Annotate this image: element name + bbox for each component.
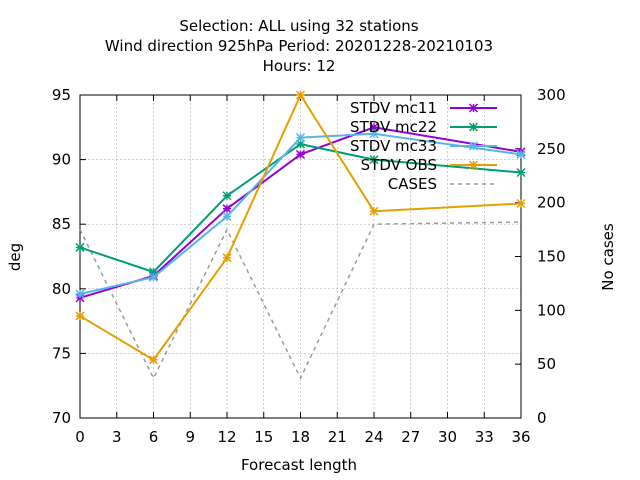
data-point xyxy=(222,253,232,263)
legend-label: STDV mc33 xyxy=(350,137,437,155)
y-tick-label: 70 xyxy=(52,409,71,427)
data-point xyxy=(222,191,232,201)
title-line-1: Selection: ALL using 32 stations xyxy=(179,17,418,35)
y2-tick-label: 50 xyxy=(537,355,556,373)
data-point xyxy=(222,211,232,221)
series-line xyxy=(79,94,522,361)
title-line-2: Wind direction 925hPa Period: 20201228-2… xyxy=(105,37,493,55)
x-tick-label: 15 xyxy=(254,428,273,446)
y-tick-label: 90 xyxy=(52,151,71,169)
data-point xyxy=(295,90,306,100)
legend-entry: CASES xyxy=(388,175,497,193)
data-point xyxy=(516,149,526,159)
data-point xyxy=(148,272,159,282)
x-tick-label: 9 xyxy=(185,428,195,446)
x-tick-label: 27 xyxy=(401,428,420,446)
data-point xyxy=(516,198,526,209)
legend-marker xyxy=(468,122,479,132)
legend-entry: STDV OBS xyxy=(361,156,497,174)
chart-title: Selection: ALL using 32 stations Wind di… xyxy=(105,17,493,75)
legend-label: STDV OBS xyxy=(361,156,437,174)
legend-label: STDV mc11 xyxy=(350,99,437,117)
data-point xyxy=(148,355,159,365)
legend-marker xyxy=(468,141,479,151)
x-axis-label: Forecast length xyxy=(241,456,357,474)
y-tick-label: 95 xyxy=(52,86,71,104)
y2-tick-label: 100 xyxy=(537,301,566,319)
data-point xyxy=(516,167,526,178)
data-point xyxy=(222,204,232,214)
title-line-3: Hours: 12 xyxy=(263,57,336,75)
data-point xyxy=(75,311,85,321)
legend-entry: STDV mc33 xyxy=(350,137,497,155)
y2-tick-label: 150 xyxy=(537,248,566,266)
x-tick-label: 6 xyxy=(149,428,159,446)
axis-ticks: 0 3 6 9 12 15 18 21 24 27 30 33 36707580859095050100… xyxy=(52,86,566,446)
series-stdv-obs xyxy=(75,90,526,365)
legend-marker xyxy=(468,160,479,170)
legend-label: STDV mc22 xyxy=(350,118,437,136)
y2-tick-label: 0 xyxy=(537,409,547,427)
data-point xyxy=(75,242,85,252)
series-stdv-mc22 xyxy=(75,139,526,277)
legend-label: CASES xyxy=(388,175,437,193)
y-tick-label: 80 xyxy=(52,280,71,298)
x-tick-label: 12 xyxy=(217,428,236,446)
data-point xyxy=(369,206,379,216)
data-point xyxy=(295,149,306,159)
data-point xyxy=(295,133,306,143)
y-tick-label: 75 xyxy=(52,344,71,362)
x-tick-label: 18 xyxy=(291,428,310,446)
y2-tick-label: 200 xyxy=(537,194,566,212)
y-axis-label: deg xyxy=(6,243,24,271)
series-line xyxy=(79,143,522,274)
data-point xyxy=(369,122,379,132)
legend-entry: STDV mc11 xyxy=(350,99,497,117)
y2-tick-label: 300 xyxy=(537,86,566,104)
legend-marker xyxy=(468,103,479,113)
x-tick-label: 24 xyxy=(364,428,383,446)
y2-axis-label: No cases xyxy=(599,223,617,291)
data-point xyxy=(369,155,379,165)
y-tick-label: 85 xyxy=(52,215,71,233)
x-tick-label: 0 xyxy=(75,428,85,446)
series-group xyxy=(75,90,526,379)
y2-tick-label: 250 xyxy=(537,140,566,158)
x-tick-label: 3 xyxy=(112,428,122,446)
data-point xyxy=(75,289,85,299)
x-tick-label: 33 xyxy=(475,428,494,446)
legend-entry: STDV mc22 xyxy=(350,118,497,136)
x-tick-label: 21 xyxy=(328,428,347,446)
x-tick-label: 30 xyxy=(438,428,457,446)
data-point xyxy=(369,129,379,139)
x-tick-label: 36 xyxy=(511,428,530,446)
